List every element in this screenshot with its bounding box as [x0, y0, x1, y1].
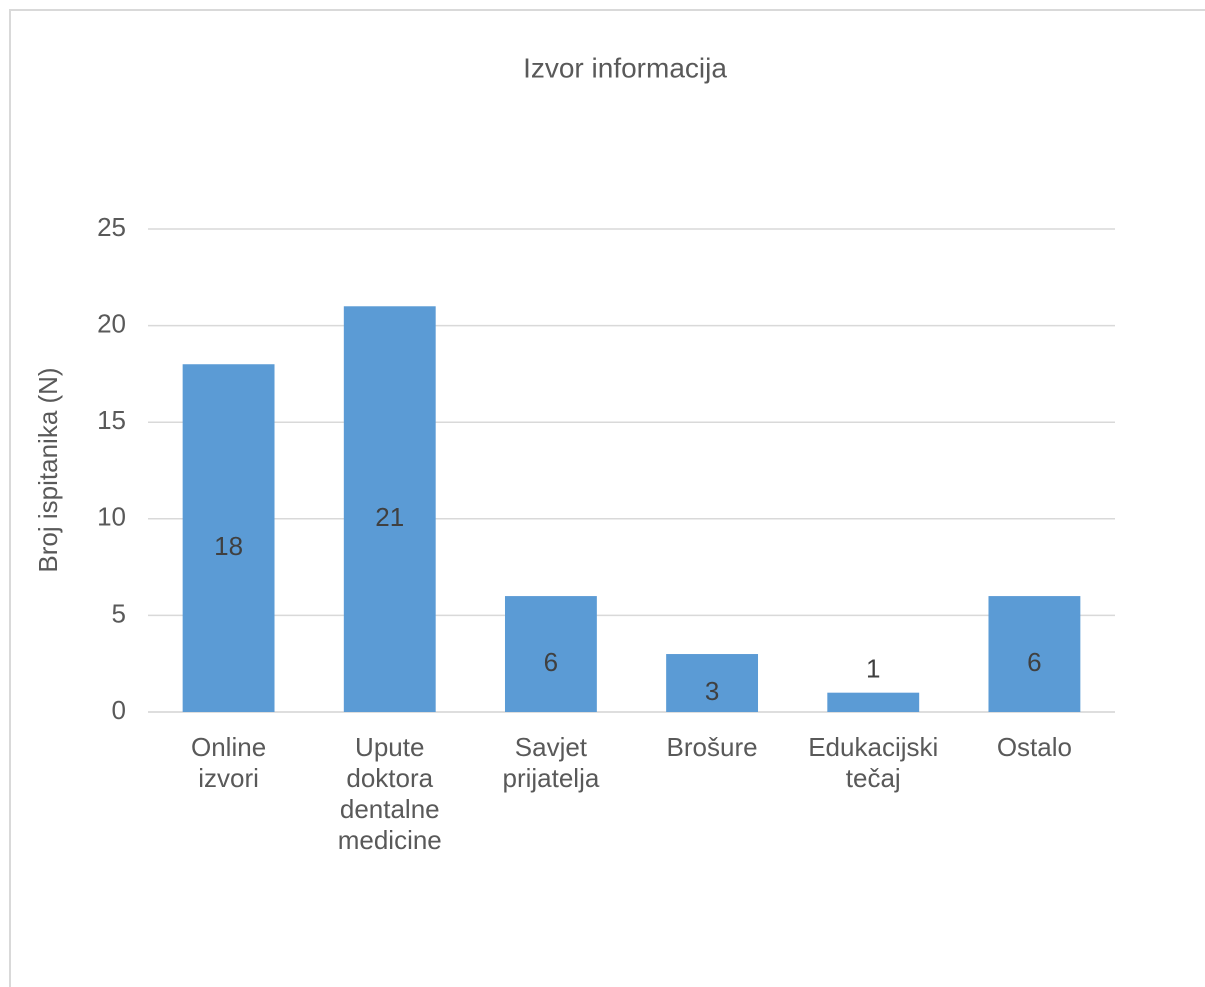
x-tick-label: Upute doktora dentalne medicine: [337, 732, 442, 855]
data-label: 6: [1027, 647, 1041, 677]
chart-border: [9, 9, 1205, 987]
data-label: 3: [705, 676, 719, 706]
y-axis-label: Broj ispitanika (N): [33, 367, 63, 572]
x-tick-label: Savjet prijatelja: [502, 732, 600, 793]
y-tick-label: 15: [97, 405, 126, 435]
chart-title: Izvor informacija: [523, 52, 727, 83]
bar: [504, 596, 597, 712]
y-tick-label: 10: [97, 502, 126, 532]
bar: [666, 654, 759, 712]
data-label: 18: [214, 531, 243, 561]
y-tick-label: 0: [112, 695, 126, 725]
data-label: 21: [375, 502, 404, 532]
x-tick-label: Online izvori: [191, 732, 267, 793]
bar: [343, 306, 436, 712]
y-tick-label: 25: [97, 212, 126, 242]
data-label: 6: [544, 647, 558, 677]
data-label: 1: [866, 654, 880, 684]
y-tick-label: 5: [112, 598, 126, 628]
x-tick-label: Brošure: [666, 732, 758, 762]
bar: [182, 364, 275, 712]
x-tick-label: Edukacijski tečaj: [808, 732, 939, 793]
x-tick-label: Ostalo: [996, 732, 1072, 762]
y-tick-label: 20: [97, 308, 126, 338]
bar: [988, 596, 1081, 712]
bar: [827, 692, 920, 712]
